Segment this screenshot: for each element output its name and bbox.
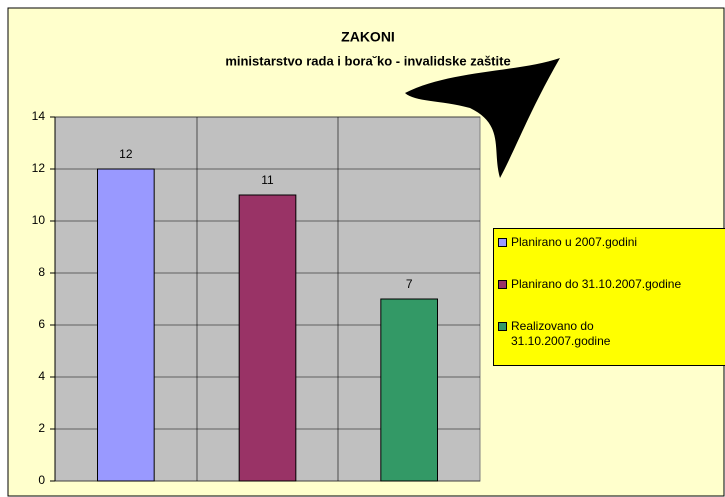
chart-title: ZAKONI	[341, 29, 395, 45]
annotation-blob	[405, 58, 560, 178]
legend-label: Realizovano do 31.10.2007.godine	[511, 319, 611, 348]
y-tick-label: 10	[32, 213, 46, 227]
legend: Planirano u 2007.godini Planirano do 31.1…	[493, 228, 725, 366]
y-tick-label: 6	[38, 317, 45, 331]
legend-swatch	[498, 322, 507, 331]
y-tick-label: 4	[38, 369, 45, 383]
legend-entry: Realizovano do 31.10.2007.godine	[498, 319, 641, 349]
bar	[97, 168, 155, 482]
bar	[380, 298, 439, 482]
bar	[238, 194, 297, 482]
chart-subtitle: ministarstvo rada i bora˘ko - invalidske…	[225, 53, 510, 68]
y-tick-label: 2	[38, 421, 45, 435]
legend-entry: Planirano u 2007.godini	[498, 235, 637, 250]
y-tick-label: 0	[38, 473, 45, 487]
value-label: 7	[406, 277, 413, 291]
legend-entry: Planirano do 31.10.2007.godine	[498, 277, 681, 292]
y-tick-label: 8	[38, 265, 45, 279]
legend-label: Planirano u 2007.godini	[511, 235, 638, 249]
y-tick-label: 12	[32, 161, 46, 175]
value-label: 11	[261, 173, 274, 187]
legend-swatch	[498, 280, 507, 289]
legend-swatch	[498, 238, 507, 247]
y-tick-label: 14	[32, 109, 46, 123]
value-label: 12	[119, 147, 133, 161]
legend-label: Planirano do 31.10.2007.godine	[511, 277, 682, 291]
